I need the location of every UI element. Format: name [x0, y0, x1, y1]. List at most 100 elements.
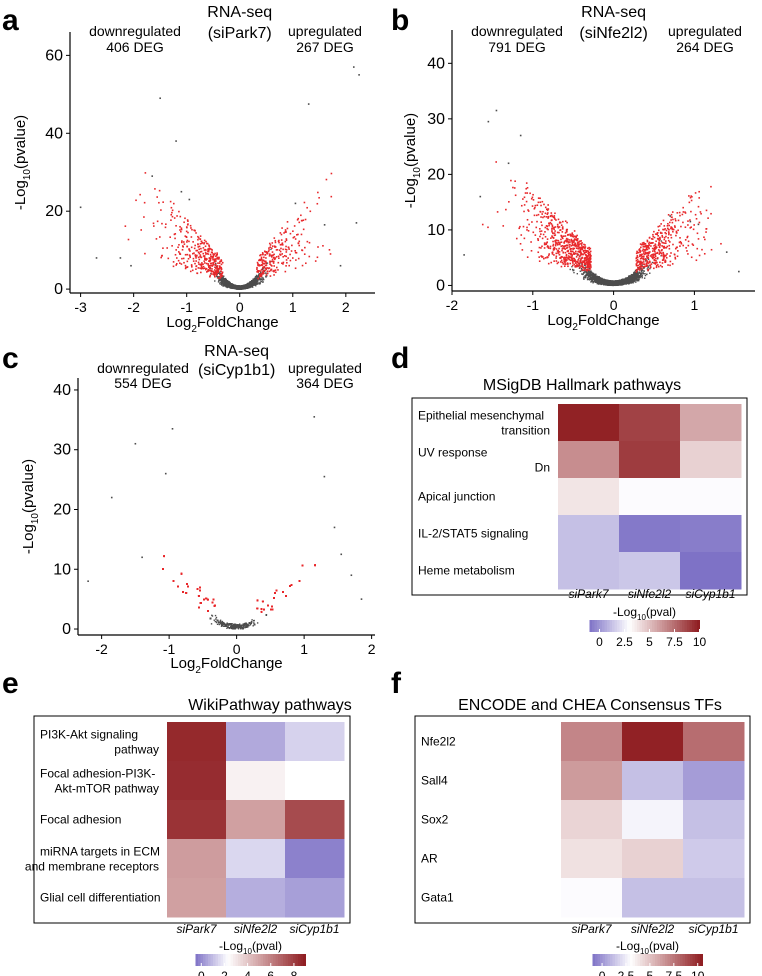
volcano-a-point-nonsig: [217, 268, 219, 271]
volcano-a-point-sig: [198, 263, 200, 265]
volcano-a-point-sig: [139, 193, 141, 196]
volcano-a-point-sig: [197, 238, 199, 241]
volcano-a-point-nonsig: [249, 283, 252, 286]
volcano-a-point-sig: [294, 238, 297, 240]
volcano-a-point-sig: [209, 260, 211, 263]
volcano-a-point-nonsig: [243, 287, 245, 290]
volcano-a-point-sig: [262, 266, 265, 269]
volcano-a-point-sig: [196, 272, 198, 274]
volcano-a-point-sig: [266, 252, 268, 254]
volcano-a-point-sig: [200, 263, 203, 266]
volcano-b-point-nonsig: [599, 277, 602, 279]
volcano-a-point-sig: [209, 264, 212, 267]
volcano-a-point-nonsig: [231, 286, 233, 288]
volcano-a-point-nonsig: [239, 287, 241, 290]
volcano-a-point-nonsig: [263, 278, 265, 281]
volcano-a-point-sig: [180, 263, 183, 265]
volcano-a-y-tick-label: 0: [54, 281, 63, 298]
volcano-a-up-label: upregulated: [288, 23, 362, 39]
volcano-a-point-sig: [197, 251, 200, 254]
volcano-a-point-sig: [259, 274, 261, 277]
volcano-a-point-sig: [287, 246, 290, 249]
volcano-a-point-sig: [298, 244, 301, 247]
volcano-a-point-sig: [220, 260, 222, 262]
volcano-a-point-sig: [124, 225, 127, 227]
volcano-a-point-sig: [204, 245, 207, 248]
volcano-a-x-tick-label: 1: [289, 299, 297, 315]
volcano-a-down-label: downregulated: [89, 23, 181, 39]
volcano-a-point-nonsig: [225, 282, 227, 285]
volcano-a-point-nonsig: [245, 286, 248, 289]
volcano-a-point-sig: [190, 236, 193, 238]
volcano-a-point-sig: [212, 257, 214, 259]
volcano-a-point-sig: [192, 257, 195, 260]
volcano-a-point-sig: [290, 250, 293, 252]
volcano-a-point-sig: [200, 250, 203, 253]
volcano-a-point-nonsig: [255, 283, 258, 285]
volcano-a-point-nonsig: [218, 279, 220, 282]
volcano-a-point-sig: [216, 257, 218, 260]
volcano-a-point-nonsig: [236, 287, 239, 289]
volcano-a-point-sig: [177, 246, 179, 249]
volcano-a-point-sig: [294, 267, 297, 270]
volcano-a-point-sig: [211, 249, 213, 251]
volcano-a-point-sig: [206, 252, 209, 255]
volcano-a-point-sig: [203, 239, 206, 242]
volcano-a-point-sig: [220, 270, 222, 272]
volcano-a-point-sig: [192, 241, 194, 243]
volcano-b-point-nonsig: [627, 275, 630, 278]
volcano-a-x-tick-label: -1: [180, 299, 193, 315]
volcano-b-point-nonsig: [584, 264, 586, 266]
volcano-b-point-nonsig: [590, 270, 592, 272]
volcano-a-point-sig: [216, 268, 218, 271]
volcano-a-point-sig: [186, 239, 189, 242]
volcano-a-point-sig: [273, 274, 275, 276]
volcano-a-point-sig: [216, 253, 218, 256]
volcano-a-point-sig: [271, 242, 274, 244]
volcano-a-point-sig: [268, 247, 270, 249]
volcano-a-point-sig: [207, 248, 210, 250]
volcano-a-point-sig: [189, 256, 191, 259]
volcano-a-point-sig: [202, 267, 205, 270]
volcano-a-point-sig: [273, 253, 275, 256]
volcano-a-point-sig: [285, 238, 288, 240]
volcano-a-point-nonsig: [220, 279, 223, 281]
volcano-b-point-nonsig: [630, 282, 632, 284]
volcano-a-point-sig: [267, 250, 270, 253]
volcano-a-point-sig: [215, 254, 218, 257]
volcano-a-point-sig: [271, 247, 273, 250]
volcano-a-point-sig: [206, 271, 208, 273]
volcano-a-point-sig: [295, 251, 298, 254]
volcano-a-point-sig: [186, 219, 189, 221]
volcano-a-point-sig: [268, 267, 271, 269]
volcano-a-point-sig: [190, 227, 192, 229]
volcano-a-point-nonsig: [220, 276, 222, 279]
volcano-a-point-sig: [264, 254, 266, 256]
volcano-a-point-sig: [256, 270, 259, 273]
volcano-a-point-nonsig: [218, 272, 221, 274]
volcano-a-point-sig: [192, 252, 194, 255]
volcano-a-point-nonsig: [226, 286, 228, 288]
volcano-a-point-sig: [280, 233, 283, 236]
volcano-a-point-sig: [193, 247, 196, 250]
volcano-a-point-sig: [214, 260, 217, 262]
volcano-b-point-nonsig: [636, 278, 638, 281]
volcano-a-point-sig: [211, 268, 213, 270]
volcano-a-point-sig: [268, 249, 270, 251]
volcano-a-point-sig: [188, 240, 190, 243]
volcano-a-point-sig: [281, 242, 284, 244]
volcano-a-point-sig: [286, 261, 288, 264]
volcano-b-point-nonsig: [643, 267, 645, 269]
volcano-b-point-nonsig: [629, 275, 632, 277]
volcano-a-point-sig: [177, 251, 180, 253]
volcano-b-point-nonsig: [635, 279, 637, 281]
volcano-a-point-sig: [178, 244, 180, 246]
volcano-a-point-sig: [265, 268, 268, 271]
volcano-b-point-nonsig: [589, 276, 592, 278]
volcano-a-point-nonsig: [264, 272, 267, 274]
volcano-b-point-nonsig: [634, 280, 636, 282]
volcano-a-point-sig: [214, 269, 216, 271]
volcano-a-point-nonsig: [250, 284, 252, 286]
volcano-a-point-sig: [272, 260, 275, 263]
volcano-a-point-nonsig: [251, 281, 253, 283]
